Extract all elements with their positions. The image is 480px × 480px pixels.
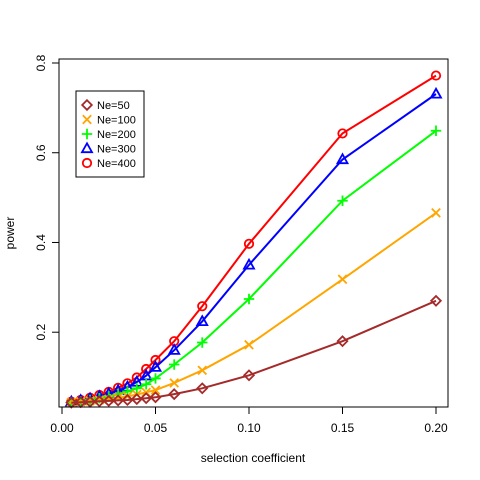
data-point-ne-50: [196, 382, 209, 395]
data-point-ne-50: [102, 394, 115, 407]
data-point-ne-400: [243, 238, 255, 249]
legend: Ne=50 Ne=100 Ne=200 Ne=300 Ne=400: [75, 90, 145, 178]
data-point-ne-50: [336, 335, 349, 348]
legend-label-ne-200: Ne=200: [97, 129, 136, 141]
legend-label-ne-50: Ne=50: [97, 100, 130, 112]
y-tick-label: 0.6: [34, 144, 48, 161]
data-point-ne-50: [429, 294, 443, 307]
x-tick-label: 0.20: [424, 421, 448, 435]
y-tick-label: 0.4: [34, 234, 48, 251]
data-point-ne-50: [121, 393, 134, 407]
legend-item-ne-100: Ne=100: [82, 114, 136, 127]
data-point-ne-200: [243, 293, 255, 305]
data-point-ne-100: [337, 274, 348, 285]
series-layer: [64, 70, 443, 409]
data-point-ne-100: [431, 208, 441, 218]
data-point-ne-200: [150, 373, 161, 384]
y-tick-label: 0.8: [34, 54, 48, 71]
x-tick-label: 0.05: [144, 421, 168, 435]
y-axis-title: power: [3, 217, 17, 250]
legend-marker-ne-200: [81, 128, 93, 140]
data-point-ne-200: [337, 195, 348, 206]
data-point-ne-50: [112, 394, 125, 407]
y-tick-label: 0.2: [34, 324, 48, 341]
legend-label-ne-300: Ne=300: [97, 144, 136, 156]
data-point-ne-50: [93, 395, 106, 408]
data-point-ne-400: [150, 354, 161, 366]
y-axis: 0.2 0.4 0.6 0.8: [34, 54, 60, 341]
x-tick-label: 0.10: [237, 421, 261, 435]
data-point-ne-200: [140, 379, 152, 390]
legend-item-ne-200: Ne=200: [81, 128, 136, 141]
x-tick-label: 0.00: [50, 421, 74, 435]
data-point-ne-300: [242, 257, 256, 270]
data-point-ne-400: [430, 70, 442, 81]
data-point-ne-300: [148, 360, 163, 372]
data-point-ne-50: [168, 388, 181, 401]
data-point-ne-200: [430, 125, 442, 136]
legend-marker-ne-100: [82, 114, 92, 125]
legend-marker-ne-300: [80, 141, 94, 154]
data-point-ne-200: [169, 359, 180, 370]
data-point-ne-50: [140, 392, 153, 405]
data-point-ne-100: [150, 385, 161, 395]
legend-marker-ne-50: [80, 98, 94, 112]
legend-label-ne-100: Ne=100: [97, 115, 136, 127]
legend-label-ne-400: Ne=400: [97, 158, 136, 170]
data-point-ne-50: [130, 392, 143, 406]
data-point-ne-300: [195, 314, 209, 327]
data-point-ne-300: [429, 86, 443, 99]
data-point-ne-50: [242, 369, 256, 382]
data-point-ne-200: [131, 383, 142, 394]
data-point-ne-300: [335, 152, 350, 165]
x-tick-label: 0.15: [331, 421, 355, 435]
series-line-ne-50: [71, 299, 437, 404]
data-point-ne-400: [337, 128, 348, 139]
data-point-ne-100: [244, 339, 254, 350]
data-point-ne-400: [141, 363, 152, 375]
legend-item-ne-300: Ne=300: [80, 141, 136, 156]
data-point-ne-50: [149, 391, 162, 404]
data-point-ne-400: [197, 301, 208, 312]
data-point-ne-100: [197, 365, 208, 376]
legend-item-ne-400: Ne=400: [81, 157, 136, 170]
data-point-ne-100: [169, 378, 180, 388]
legend-marker-ne-400: [81, 157, 93, 169]
data-point-ne-200: [197, 337, 208, 348]
data-point-ne-300: [167, 343, 181, 355]
x-axis: 0.00 0.05 0.10 0.15 0.20: [50, 406, 448, 435]
x-axis-title: selection coefficient: [201, 451, 306, 465]
legend-item-ne-50: Ne=50: [80, 98, 130, 112]
